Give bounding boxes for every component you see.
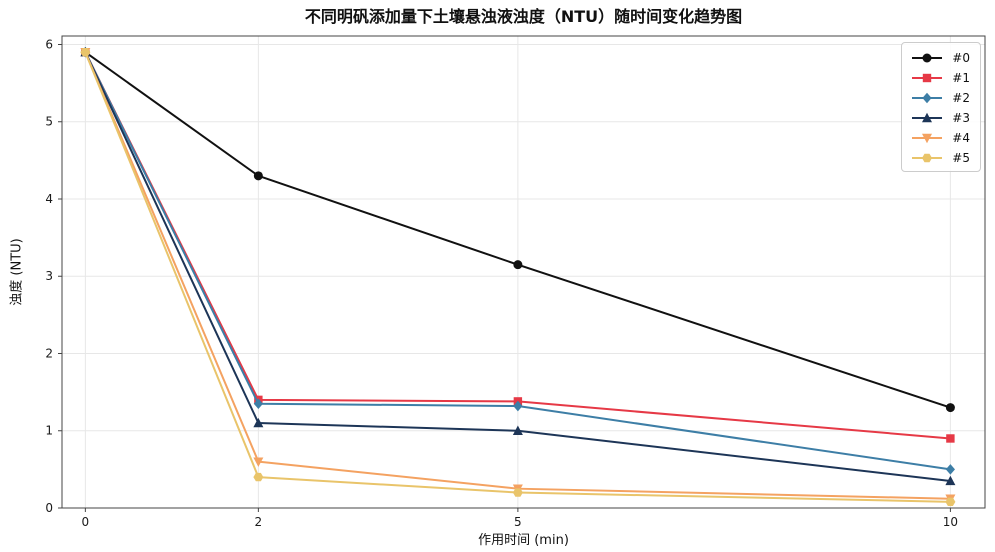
legend-item-1: #1	[910, 70, 970, 85]
legend-item-0: #0	[910, 50, 970, 65]
chart-title: 不同明矾添加量下土壤悬浊液浊度（NTU）随时间变化趋势图	[304, 7, 743, 26]
axis-ticks: 0 1 2 3 4 5 6 0 2 5 10	[45, 37, 958, 529]
x-tick-label: 10	[943, 515, 958, 529]
y-tick-label: 6	[45, 37, 53, 51]
legend-circle-icon	[912, 53, 943, 62]
legend-item-4: #4	[910, 130, 970, 145]
y-tick-label: 5	[45, 115, 53, 129]
y-tick-label: 1	[45, 424, 53, 438]
x-tick-label: 2	[255, 515, 263, 529]
y-tick-label: 2	[45, 346, 53, 360]
x-axis-label: 作用时间 (min)	[478, 533, 569, 548]
legend-item-2: #2	[910, 90, 970, 105]
x-tick-label: 5	[514, 515, 522, 529]
legend-label: #3	[952, 110, 970, 125]
y-tick-label: 4	[45, 192, 53, 206]
x-tick-label: 0	[82, 515, 90, 529]
y-axis-label: 浊度 (NTU)	[9, 238, 25, 306]
legend-hexagon-icon	[912, 153, 943, 162]
legend-label: #1	[952, 70, 970, 85]
legend-square-icon	[912, 73, 943, 82]
plot-border	[61, 35, 986, 509]
legend: #0 #1 #2 #3 #4 #5	[901, 42, 981, 172]
legend-triangle-down-icon	[912, 133, 943, 143]
legend-label: #4	[952, 130, 970, 145]
y-tick-label: 0	[45, 501, 53, 515]
legend-label: #2	[952, 90, 970, 105]
legend-triangle-up-icon	[912, 112, 943, 122]
legend-item-3: #3	[910, 110, 970, 125]
gridlines	[62, 36, 985, 509]
y-tick-label: 3	[45, 269, 53, 283]
legend-label: #0	[952, 50, 970, 65]
series-5	[80, 48, 956, 507]
legend-diamond-icon	[912, 92, 943, 103]
series-2	[80, 46, 955, 475]
legend-item-5: #5	[910, 150, 970, 165]
legend-label: #5	[952, 150, 970, 165]
